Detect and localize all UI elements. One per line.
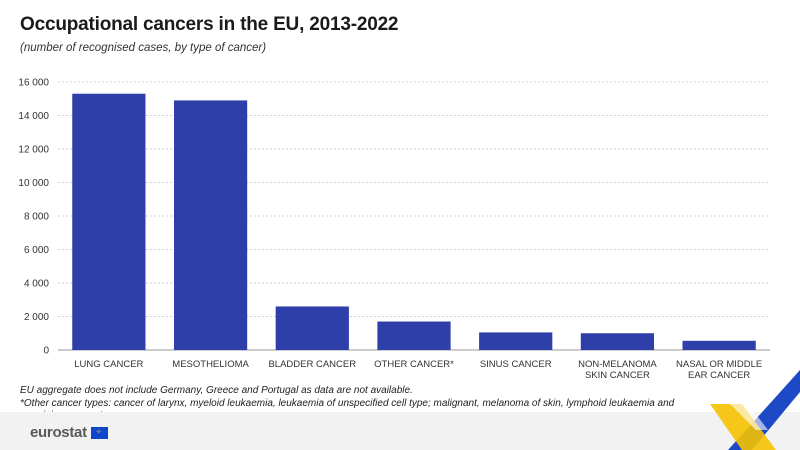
y-tick-label: 2 000 bbox=[24, 312, 49, 323]
chart-subtitle: (number of recognised cases, by type of … bbox=[20, 42, 267, 54]
bar[interactable] bbox=[173, 100, 248, 350]
footer-bar: eurostat bbox=[0, 412, 800, 450]
eurostat-logo[interactable]: eurostat bbox=[30, 424, 108, 441]
x-tick-label: NASAL OR MIDDLE EAR CANCER bbox=[676, 359, 762, 381]
eu-flag-icon bbox=[90, 426, 108, 439]
x-tick-label-line: OTHER CANCER* bbox=[374, 359, 454, 370]
bar[interactable] bbox=[275, 306, 349, 350]
bar[interactable] bbox=[377, 321, 451, 350]
y-axis-ticks: 0 2 000 4 000 6 000 8 000 10 000 12 000 14 000 1… bbox=[18, 78, 49, 357]
corner-white-stripe bbox=[730, 404, 768, 430]
x-tick-label: NON-MELANOMA SKIN CANCER bbox=[578, 359, 657, 381]
bar[interactable] bbox=[479, 332, 553, 350]
x-tick-label-line: LUNG CANCER bbox=[74, 359, 143, 370]
bar[interactable] bbox=[72, 93, 146, 350]
y-tick-label: 6 000 bbox=[24, 245, 49, 256]
x-tick-label: OTHER CANCER* bbox=[374, 359, 454, 370]
x-tick-label: BLADDER CANCER bbox=[268, 359, 356, 370]
grid-lines bbox=[58, 81, 770, 351]
x-tick-label-line: NON-MELANOMA bbox=[578, 359, 657, 370]
x-tick-label-line: SKIN CANCER bbox=[585, 370, 650, 381]
y-tick-label: 0 bbox=[43, 346, 49, 357]
eurostat-corner-graphic bbox=[710, 370, 800, 450]
x-axis-ticks: LUNG CANCER MESOTHELIOMA BLADDER CANCER OTH… bbox=[74, 359, 762, 381]
x-tick-label-line: NASAL OR MIDDLE bbox=[676, 359, 762, 370]
bar[interactable] bbox=[682, 340, 756, 350]
x-tick-label: MESOTHELIOMA bbox=[172, 359, 249, 370]
x-tick-label: SINUS CANCER bbox=[480, 359, 552, 370]
x-tick-label: LUNG CANCER bbox=[74, 359, 143, 370]
bars bbox=[72, 93, 756, 350]
y-tick-label: 16 000 bbox=[18, 78, 49, 89]
bar[interactable] bbox=[580, 333, 655, 350]
x-tick-label-line: MESOTHELIOMA bbox=[172, 359, 249, 370]
y-tick-label: 12 000 bbox=[18, 145, 49, 156]
footnote-aggregate: EU aggregate does not include Germany, G… bbox=[20, 385, 413, 396]
x-tick-label-line: EAR CANCER bbox=[688, 370, 750, 381]
chart-title: Occupational cancers in the EU, 2013-202… bbox=[20, 14, 399, 35]
y-tick-label: 14 000 bbox=[18, 111, 49, 122]
x-tick-label-line: SINUS CANCER bbox=[480, 359, 552, 370]
eurostat-logo-text: eurostat bbox=[30, 424, 87, 441]
bar-chart: 0 2 000 4 000 6 000 8 000 10 000 12 000 14 000 1… bbox=[18, 78, 770, 381]
corner-yellow-stripe bbox=[710, 404, 776, 450]
y-tick-label: 8 000 bbox=[24, 212, 49, 223]
x-tick-label-line: BLADDER CANCER bbox=[268, 359, 356, 370]
y-tick-label: 10 000 bbox=[18, 178, 49, 189]
y-tick-label: 4 000 bbox=[24, 279, 49, 290]
